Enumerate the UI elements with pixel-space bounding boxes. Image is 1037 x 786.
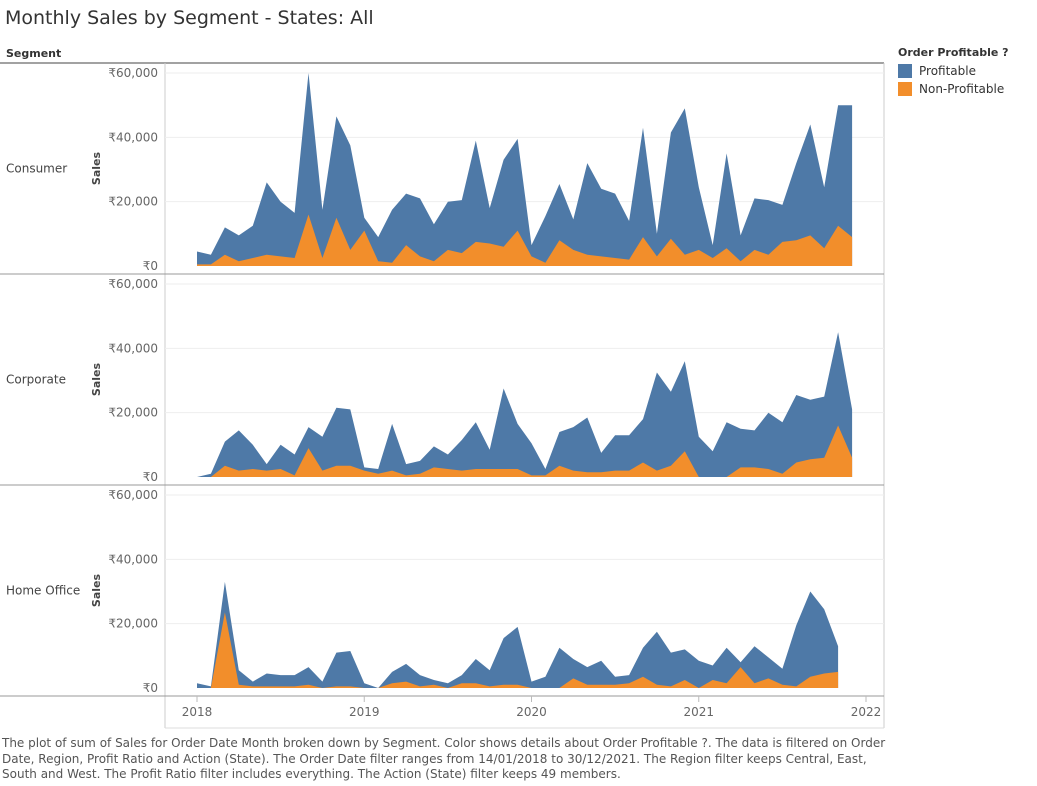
y-axis-title: Sales <box>90 362 103 396</box>
x-tick-label: 2022 <box>851 705 882 719</box>
y-axis-title: Sales <box>90 573 103 607</box>
y-tick-label: ₹0 <box>143 681 158 695</box>
legend-item-profitable[interactable]: Profitable <box>898 64 1009 78</box>
area-profitable[interactable] <box>197 332 853 477</box>
y-axis-title: Sales <box>90 151 103 185</box>
area-profitable[interactable] <box>197 73 853 266</box>
y-tick-label: ₹60,000 <box>108 488 158 502</box>
legend-swatch-non-profitable <box>898 82 912 96</box>
legend-title: Order Profitable ? <box>898 46 1009 59</box>
y-tick-label: ₹40,000 <box>108 341 158 355</box>
legend-swatch-profitable <box>898 64 912 78</box>
segment-column-header: Segment <box>6 47 62 60</box>
area-non-profitable[interactable] <box>197 214 853 267</box>
y-tick-label: ₹40,000 <box>108 552 158 566</box>
y-tick-label: ₹60,000 <box>108 66 158 80</box>
legend: Order Profitable ? Profitable Non-Profit… <box>898 46 1009 100</box>
y-tick-label: ₹60,000 <box>108 277 158 291</box>
chart-title: Monthly Sales by Segment - States: All <box>5 7 374 29</box>
y-tick-label: ₹20,000 <box>108 406 158 420</box>
panel-corporate: ₹0 ₹20,000 ₹40,000 ₹60,000 Corporate Sales <box>0 277 884 486</box>
legend-item-non-profitable[interactable]: Non-Profitable <box>898 82 1009 96</box>
y-tick-label: ₹20,000 <box>108 195 158 209</box>
chart-caption: The plot of sum of Sales for Order Date … <box>2 736 886 781</box>
legend-label-non-profitable: Non-Profitable <box>919 82 1005 96</box>
segment-label: Home Office <box>6 584 80 598</box>
x-tick-label: 2020 <box>516 705 547 719</box>
y-tick-label: ₹0 <box>143 470 158 484</box>
panel-home-office: ₹0 ₹20,000 ₹40,000 ₹60,000 Home Office Sales <box>0 488 884 697</box>
y-tick-label: ₹20,000 <box>108 617 158 631</box>
segment-label: Consumer <box>6 162 67 176</box>
x-tick-label: 2021 <box>683 705 714 719</box>
segment-label: Corporate <box>6 373 66 387</box>
y-tick-label: ₹0 <box>143 259 158 273</box>
legend-label-profitable: Profitable <box>919 64 976 78</box>
x-tick-label: 2018 <box>182 705 213 719</box>
y-tick-label: ₹40,000 <box>108 130 158 144</box>
panel-consumer: ₹0 ₹20,000 ₹40,000 ₹60,000 Consumer Sales <box>0 66 884 275</box>
area-profitable[interactable] <box>197 581 839 688</box>
area-non-profitable[interactable] <box>197 425 853 478</box>
x-tick-label: 2019 <box>349 705 380 719</box>
